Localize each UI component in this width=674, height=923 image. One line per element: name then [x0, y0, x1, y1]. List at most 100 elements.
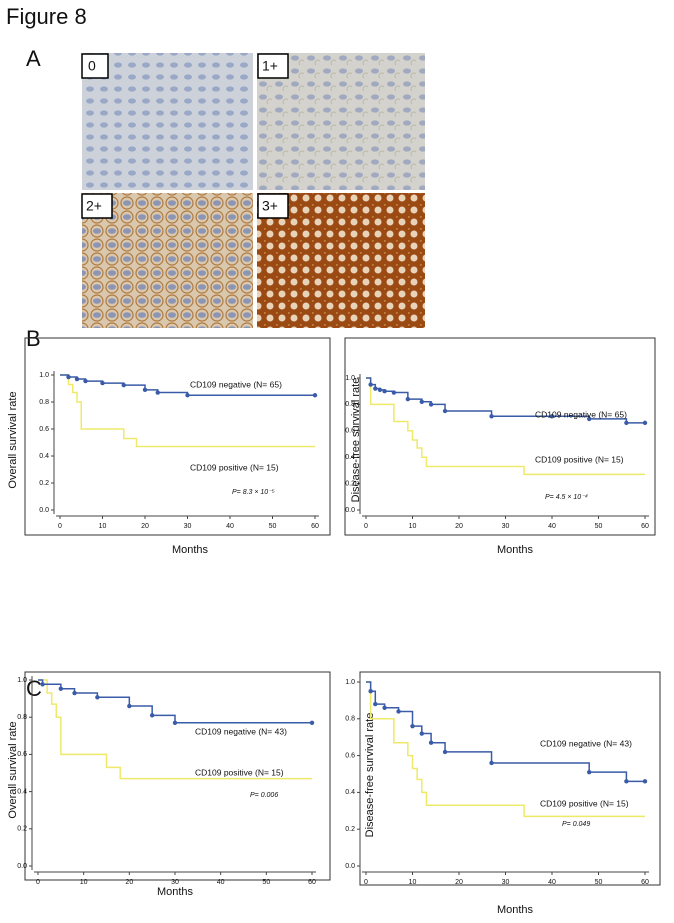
y-tick-label: 0.2	[345, 826, 355, 833]
x-tick-label: 50	[269, 523, 277, 530]
y-tick-label: 0.0	[345, 507, 355, 514]
series-label: CD109 positive (N= 15)	[190, 462, 279, 472]
image-label: 0	[88, 58, 96, 74]
y-axis-label: Overall survival rate	[7, 391, 19, 488]
censor-mark	[72, 690, 77, 696]
y-tick-label: 0.4	[345, 789, 355, 796]
plot-frame	[344, 337, 656, 536]
x-tick-label: 60	[641, 523, 649, 530]
image-label: 2+	[86, 198, 102, 214]
p-value: P= 4.5 × 10⁻⁴	[545, 494, 588, 501]
y-tick-label: 0.0	[17, 863, 27, 870]
plot-frame	[24, 337, 331, 536]
x-tick-label: 60	[308, 879, 316, 886]
censor-mark	[172, 720, 178, 725]
censor-mark	[155, 390, 160, 395]
x-tick-label: 20	[455, 523, 463, 530]
y-tick-label: 0.8	[345, 716, 355, 723]
panel-label: A	[26, 46, 41, 71]
survival-curve	[60, 374, 315, 396]
censor-mark	[368, 689, 373, 694]
x-tick-label: 60	[641, 879, 649, 886]
p-value: P= 0.006	[250, 792, 278, 799]
series-label: CD109 negative (N= 65)	[535, 409, 627, 419]
y-tick-label: 1.0	[345, 375, 355, 382]
y-tick-label: 0.8	[39, 399, 49, 406]
censor-mark	[74, 376, 80, 382]
censor-mark	[624, 420, 629, 426]
censor-mark	[40, 682, 45, 687]
x-axis-label: Months	[497, 904, 534, 916]
survival-curve	[38, 679, 312, 724]
y-tick-label: 1.0	[17, 677, 27, 684]
x-axis-label: Months	[172, 544, 209, 556]
censor-mark	[642, 779, 648, 784]
censor-mark	[391, 390, 397, 395]
x-tick-label: 0	[58, 523, 62, 530]
censor-mark	[405, 396, 411, 402]
series-label: CD109 negative (N= 43)	[540, 738, 632, 748]
x-tick-label: 20	[125, 879, 133, 886]
image-label-box	[81, 193, 113, 219]
y-tick-label: 0.6	[345, 752, 355, 759]
survival-curve	[366, 377, 645, 476]
censor-mark	[127, 703, 132, 709]
y-axis-label: Disease-free survival rate	[350, 378, 362, 503]
x-tick-label: 50	[595, 879, 603, 886]
censor-mark	[442, 408, 448, 414]
censor-mark	[377, 387, 383, 393]
censor-mark	[587, 769, 592, 775]
series-label: CD109 positive (N= 15)	[540, 798, 629, 808]
x-tick-label: 50	[595, 523, 603, 530]
x-tick-label: 10	[80, 879, 88, 886]
y-tick-label: 0.2	[17, 826, 27, 833]
series-label: CD109 positive (N= 15)	[195, 767, 284, 777]
censor-mark	[368, 382, 373, 387]
y-tick-label: 0.8	[17, 714, 27, 721]
censor-mark	[100, 380, 105, 386]
censor-mark	[121, 382, 126, 388]
x-tick-label: 40	[217, 879, 225, 886]
censor-mark	[382, 389, 387, 394]
y-tick-label: 0.6	[345, 428, 355, 435]
image-label-box	[257, 53, 289, 79]
censor-mark	[419, 731, 424, 736]
y-tick-label: 0.2	[39, 480, 49, 487]
image-label: 1+	[262, 58, 278, 74]
survival-curve	[60, 374, 315, 448]
plot-frame	[24, 671, 331, 881]
censor-mark	[309, 720, 315, 725]
image-label-box	[81, 53, 109, 79]
y-tick-label: 1.0	[345, 679, 355, 686]
censor-mark	[442, 749, 448, 755]
censor-mark	[428, 402, 434, 407]
y-tick-label: 0.4	[345, 454, 355, 461]
x-tick-label: 0	[364, 879, 368, 886]
image-label-box	[257, 193, 289, 219]
image-label: 3+	[262, 198, 278, 214]
censor-mark	[58, 686, 64, 691]
p-value: P= 8.3 × 10⁻⁵	[232, 489, 275, 496]
censor-mark	[489, 414, 494, 419]
y-axis-label: Overall survival rate	[7, 721, 19, 818]
panel-label: C	[26, 676, 42, 701]
censor-mark	[410, 723, 415, 729]
series-label: CD109 negative (N= 65)	[190, 379, 282, 389]
x-tick-label: 10	[99, 523, 107, 530]
censor-mark	[373, 386, 378, 391]
x-tick-label: 20	[141, 523, 149, 530]
x-tick-label: 40	[548, 523, 556, 530]
series-label: CD109 negative (N= 43)	[195, 726, 287, 736]
censor-mark	[396, 709, 401, 714]
figure-title: Figure 8	[6, 4, 87, 29]
censor-mark	[373, 701, 378, 707]
censor-mark	[624, 779, 629, 784]
x-tick-label: 20	[455, 879, 463, 886]
x-tick-label: 50	[262, 879, 270, 886]
censor-mark	[382, 705, 387, 710]
censor-mark	[66, 374, 71, 380]
x-axis-label: Months	[157, 886, 194, 898]
ihc-image	[82, 53, 253, 190]
p-value: P= 0.049	[562, 821, 590, 828]
